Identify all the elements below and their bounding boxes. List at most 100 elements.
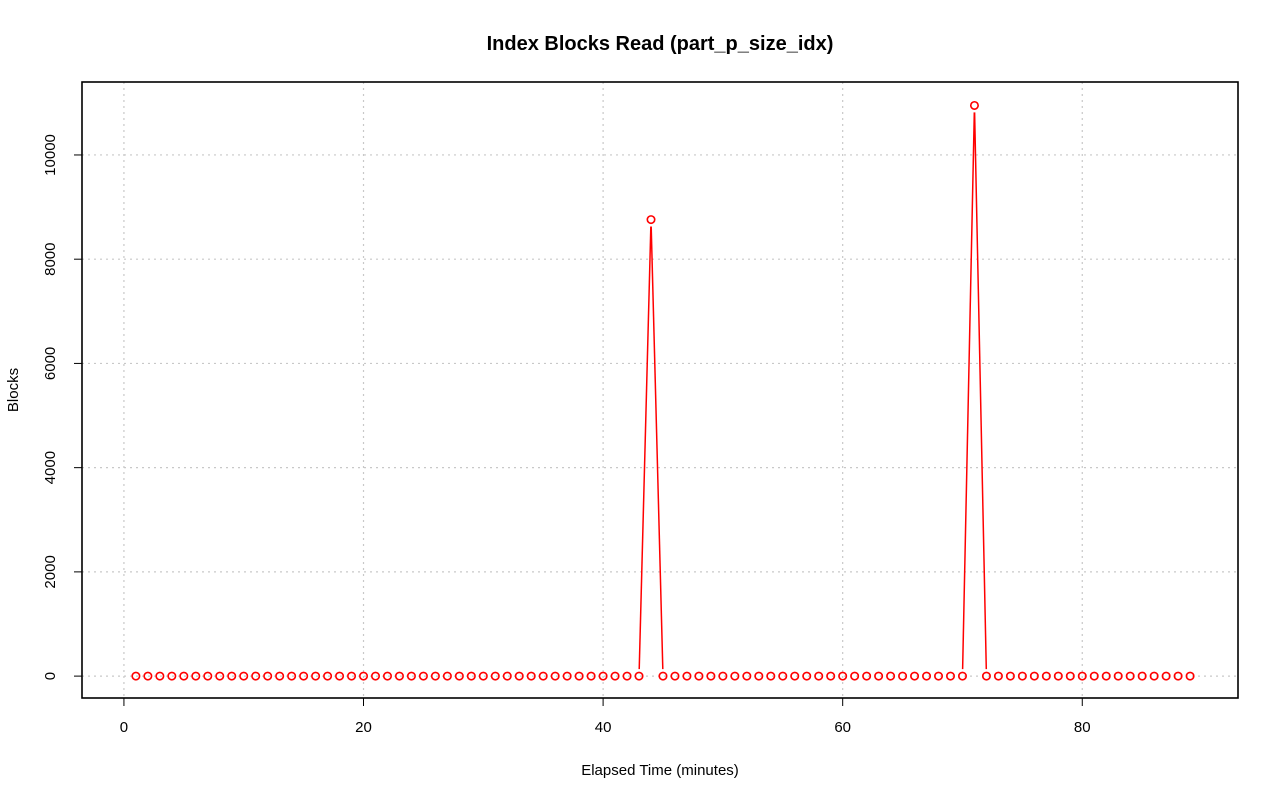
plot-frame xyxy=(81,81,1239,699)
data-point xyxy=(945,671,955,681)
data-point xyxy=(754,671,764,681)
data-point xyxy=(766,671,776,681)
data-point xyxy=(694,671,704,681)
y-tick-label: 8000 xyxy=(42,243,59,276)
data-point xyxy=(802,671,812,681)
data-point xyxy=(622,671,632,681)
data-point xyxy=(1029,671,1039,681)
data-point xyxy=(646,215,656,225)
data-point xyxy=(514,671,524,681)
data-point xyxy=(1053,671,1063,681)
data-point xyxy=(1113,671,1123,681)
data-point xyxy=(347,671,357,681)
data-point xyxy=(430,671,440,681)
data-point xyxy=(993,671,1003,681)
series-line-segment xyxy=(650,226,664,670)
y-tick-label: 10000 xyxy=(42,134,59,176)
data-point xyxy=(706,671,716,681)
data-point xyxy=(969,100,979,110)
data-point xyxy=(131,671,141,681)
data-point xyxy=(790,671,800,681)
data-point xyxy=(538,671,548,681)
y-tick-label: 0 xyxy=(42,672,59,680)
data-point xyxy=(1149,671,1159,681)
data-point xyxy=(1173,671,1183,681)
data-point xyxy=(1041,671,1051,681)
data-point xyxy=(826,671,836,681)
data-point xyxy=(1065,671,1075,681)
data-point xyxy=(143,671,153,681)
data-point xyxy=(838,671,848,681)
data-point xyxy=(586,671,596,681)
data-point xyxy=(874,671,884,681)
data-point xyxy=(1101,671,1111,681)
data-point xyxy=(406,671,416,681)
data-point xyxy=(502,671,512,681)
data-point xyxy=(550,671,560,681)
data-point xyxy=(934,671,944,681)
data-point xyxy=(910,671,920,681)
y-axis-label: Blocks xyxy=(5,368,22,412)
data-point xyxy=(167,671,177,681)
data-point xyxy=(1161,671,1171,681)
data-point xyxy=(1185,671,1195,681)
data-point xyxy=(898,671,908,681)
data-point xyxy=(323,671,333,681)
data-point xyxy=(886,671,896,681)
data-point xyxy=(263,671,273,681)
data-point xyxy=(658,671,668,681)
data-point xyxy=(275,671,285,681)
data-point xyxy=(778,671,788,681)
data-point xyxy=(287,671,297,681)
data-point xyxy=(359,671,369,681)
data-point xyxy=(454,671,464,681)
chart-title: Index Blocks Read (part_p_size_idx) xyxy=(487,33,834,55)
data-point xyxy=(418,671,428,681)
data-point xyxy=(730,671,740,681)
data-point xyxy=(850,671,860,681)
data-point xyxy=(215,671,225,681)
series-layer xyxy=(131,100,1195,681)
data-point xyxy=(370,671,380,681)
data-point xyxy=(382,671,392,681)
data-point xyxy=(442,671,452,681)
data-point xyxy=(251,671,261,681)
grid xyxy=(82,82,1238,698)
data-point xyxy=(862,671,872,681)
series-line-segment xyxy=(973,112,988,670)
data-point xyxy=(191,671,201,681)
data-point xyxy=(490,671,500,681)
x-tick-label: 20 xyxy=(355,719,372,736)
data-point xyxy=(957,671,967,681)
data-point xyxy=(1125,671,1135,681)
data-point xyxy=(155,671,165,681)
data-point xyxy=(922,671,932,681)
data-point xyxy=(682,671,692,681)
data-point xyxy=(239,671,249,681)
data-point xyxy=(981,671,991,681)
x-tick-label: 40 xyxy=(595,719,612,736)
data-point xyxy=(718,671,728,681)
data-point xyxy=(179,671,189,681)
x-tick-label: 0 xyxy=(120,719,128,736)
data-point xyxy=(574,671,584,681)
series-line-segment xyxy=(638,226,652,670)
data-point xyxy=(227,671,237,681)
data-point xyxy=(1137,671,1147,681)
data-point xyxy=(598,671,608,681)
data-point xyxy=(610,671,620,681)
series-line-segment xyxy=(961,112,976,670)
data-point xyxy=(466,671,476,681)
x-axis-label: Elapsed Time (minutes) xyxy=(581,762,739,779)
data-point xyxy=(203,671,213,681)
data-point xyxy=(634,671,644,681)
data-point xyxy=(1089,671,1099,681)
data-point xyxy=(335,671,345,681)
data-point xyxy=(478,671,488,681)
y-tick-label: 4000 xyxy=(42,451,59,484)
data-point xyxy=(814,671,824,681)
x-tick-label: 60 xyxy=(834,719,851,736)
data-point xyxy=(742,671,752,681)
